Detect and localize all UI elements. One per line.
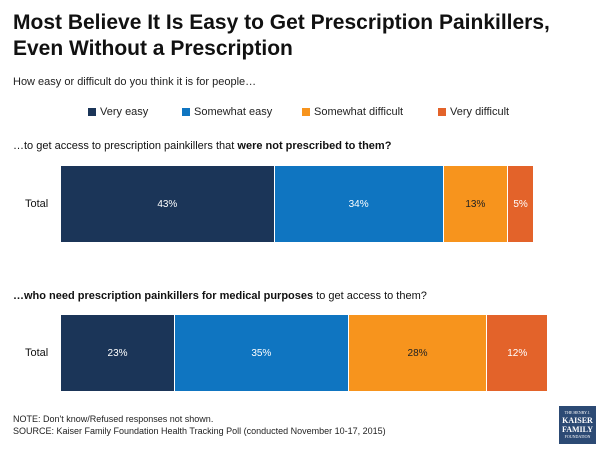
legend-swatch-very-easy <box>88 108 96 116</box>
bar-segment-somewhat-difficult: 28% <box>348 315 488 391</box>
row-label-total-1: Total <box>25 198 49 210</box>
logo-line2: FAMILY <box>561 425 594 434</box>
question-2-suffix: to get access to them? <box>313 290 427 302</box>
data-label-very-difficult: 12% <box>507 347 528 359</box>
bar-segment-somewhat-easy: 35% <box>175 315 349 391</box>
data-label-very-easy: 23% <box>107 347 128 359</box>
bar-segment-somewhat-difficult: 13% <box>443 166 509 242</box>
stacked-bar-2: 23% 35% 28% 12% <box>61 315 547 391</box>
legend-item-very-difficult: Very difficult <box>438 106 509 118</box>
legend-label-very-difficult: Very difficult <box>450 106 510 118</box>
legend-swatch-very-difficult <box>438 108 446 116</box>
legend-swatch-somewhat-easy <box>182 108 190 116</box>
question-2-bold: …who need prescription painkillers for m… <box>13 290 314 302</box>
question-2: …who need prescription painkillers for m… <box>13 290 427 302</box>
legend-swatch-somewhat-difficult <box>302 108 310 116</box>
logo-top: THE HENRY J. <box>564 410 591 415</box>
logo-bottom: FOUNDATION <box>564 434 591 439</box>
chart-title: Most Believe It Is Easy to Get Prescript… <box>13 11 550 60</box>
legend-item-very-easy: Very easy <box>88 106 148 118</box>
data-label-very-easy: 43% <box>157 198 178 210</box>
bar-segment-very-difficult: 5% <box>508 166 533 242</box>
legend-item-somewhat-easy: Somewhat easy <box>182 106 272 118</box>
bar-segment-very-easy: 23% <box>61 315 176 391</box>
bar-segment-very-easy: 43% <box>61 166 275 242</box>
bar-segment-somewhat-easy: 34% <box>274 166 444 242</box>
note-text: NOTE: Don't know/Refused responses not s… <box>13 414 214 424</box>
legend-label-somewhat-difficult: Somewhat difficult <box>314 106 404 118</box>
footnote: NOTE: Don't know/Refused responses not s… <box>13 413 386 437</box>
data-label-somewhat-easy: 34% <box>348 198 369 210</box>
kff-logo: THE HENRY J. KAISER FAMILY FOUNDATION <box>559 406 596 444</box>
bar-segment-very-difficult: 12% <box>487 315 547 391</box>
data-label-somewhat-difficult: 13% <box>465 198 486 210</box>
data-label-very-difficult: 5% <box>513 198 528 210</box>
stacked-bar-1: 43% 34% 13% 5% <box>61 166 533 242</box>
legend-label-very-easy: Very easy <box>100 106 149 118</box>
data-label-somewhat-difficult: 28% <box>407 347 428 359</box>
data-label-somewhat-easy: 35% <box>251 347 272 359</box>
question-1-bold: were not prescribed to them? <box>237 140 392 152</box>
legend: Very easy Somewhat easy Somewhat difficu… <box>0 106 600 122</box>
legend-item-somewhat-difficult: Somewhat difficult <box>302 106 403 118</box>
chart-subtitle: How easy or difficult do you think it is… <box>13 76 257 88</box>
logo-line1: KAISER <box>562 416 593 425</box>
row-label-total-2: Total <box>25 347 49 359</box>
question-1-prefix: …to get access to prescription painkille… <box>13 140 238 152</box>
source-text: SOURCE: Kaiser Family Foundation Health … <box>13 426 386 436</box>
legend-label-somewhat-easy: Somewhat easy <box>194 106 273 118</box>
question-1: …to get access to prescription painkille… <box>13 140 391 152</box>
